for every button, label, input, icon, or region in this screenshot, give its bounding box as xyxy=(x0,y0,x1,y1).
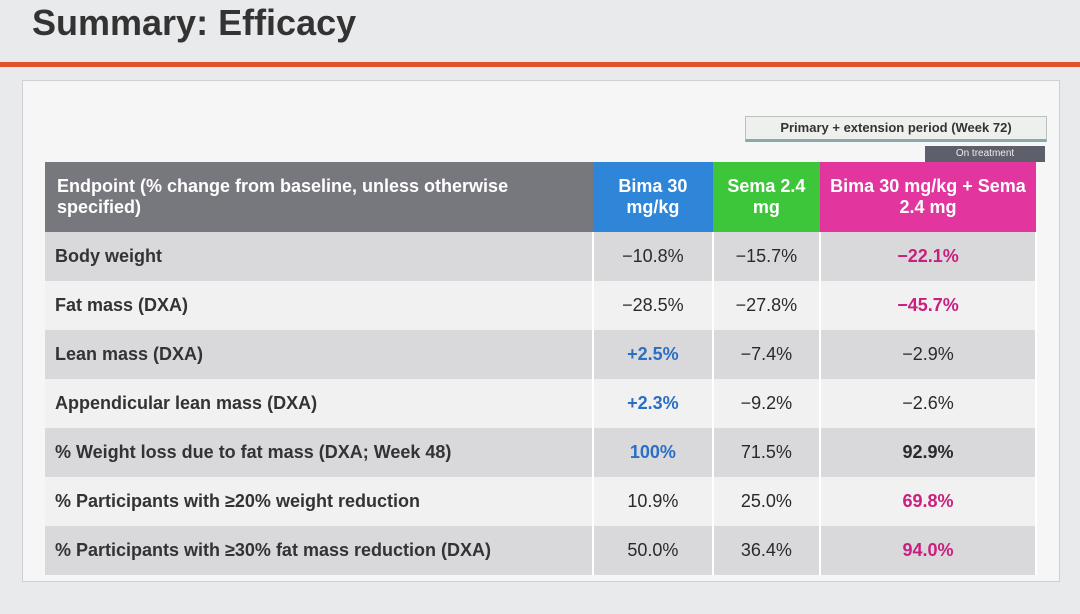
value-cell: 92.9% xyxy=(819,428,1038,477)
endpoint-cell: Lean mass (DXA) xyxy=(45,330,594,379)
value-cell: −10.8% xyxy=(593,232,714,281)
value-cell: −7.4% xyxy=(712,330,821,379)
value-cell: −27.8% xyxy=(712,281,821,330)
value-cell: 25.0% xyxy=(712,477,821,526)
value-cell: 10.9% xyxy=(593,477,714,526)
endpoint-cell: % Participants with ≥30% fat mass reduct… xyxy=(45,526,594,575)
value-cell: −28.5% xyxy=(593,281,714,330)
period-banner: Primary + extension period (Week 72) xyxy=(745,116,1047,142)
endpoint-cell: % Weight loss due to fat mass (DXA; Week… xyxy=(45,428,594,477)
header-cell: Bima 30 mg/kg xyxy=(593,162,713,232)
value-cell: −2.6% xyxy=(819,379,1038,428)
table-row: Body weight −10.8% −15.7% −22.1% xyxy=(45,232,1038,281)
endpoint-cell: Body weight xyxy=(45,232,594,281)
value-cell: 69.8% xyxy=(819,477,1038,526)
header-cell: Bima 30 mg/kg + Sema 2.4 mg xyxy=(819,162,1036,232)
value-cell: +2.3% xyxy=(593,379,714,428)
value-cell: −2.9% xyxy=(819,330,1038,379)
table-head: Endpoint (% change from baseline, unless… xyxy=(45,162,1036,232)
value-cell: −9.2% xyxy=(712,379,821,428)
table-row: % Participants with ≥30% fat mass reduct… xyxy=(45,526,1038,575)
value-cell: −15.7% xyxy=(712,232,821,281)
value-cell: −22.1% xyxy=(819,232,1038,281)
endpoint-cell: Appendicular lean mass (DXA) xyxy=(45,379,594,428)
table-row: Fat mass (DXA) −28.5% −27.8% −45.7% xyxy=(45,281,1038,330)
value-cell: 94.0% xyxy=(819,526,1038,575)
table-row: Appendicular lean mass (DXA) +2.3% −9.2% −2… xyxy=(45,379,1038,428)
value-cell: −45.7% xyxy=(819,281,1038,330)
table-row: Lean mass (DXA) +2.5% −7.4% −2.9% xyxy=(45,330,1038,379)
title-rule xyxy=(0,62,1080,67)
value-cell: 50.0% xyxy=(593,526,714,575)
value-cell: 100% xyxy=(593,428,714,477)
header-cell: Endpoint (% change from baseline, unless… xyxy=(45,162,593,232)
value-cell: 36.4% xyxy=(712,526,821,575)
efficacy-table: Endpoint (% change from baseline, unless… xyxy=(45,162,1038,575)
title: Summary: Efficacy xyxy=(32,2,357,43)
endpoint-cell: % Participants with ≥20% weight reductio… xyxy=(45,477,594,526)
table-row: % Participants with ≥20% weight reductio… xyxy=(45,477,1038,526)
treatment-badge: On treatment xyxy=(925,146,1045,162)
value-cell: 71.5% xyxy=(712,428,821,477)
value-cell: +2.5% xyxy=(593,330,714,379)
header-row: Endpoint (% change from baseline, unless… xyxy=(45,162,1036,232)
endpoint-cell: Fat mass (DXA) xyxy=(45,281,594,330)
table-row: % Weight loss due to fat mass (DXA; Week… xyxy=(45,428,1038,477)
table-body: Body weight −10.8% −15.7% −22.1% Fat mass (D… xyxy=(45,232,1038,575)
header-cell: Sema 2.4 mg xyxy=(712,162,820,232)
